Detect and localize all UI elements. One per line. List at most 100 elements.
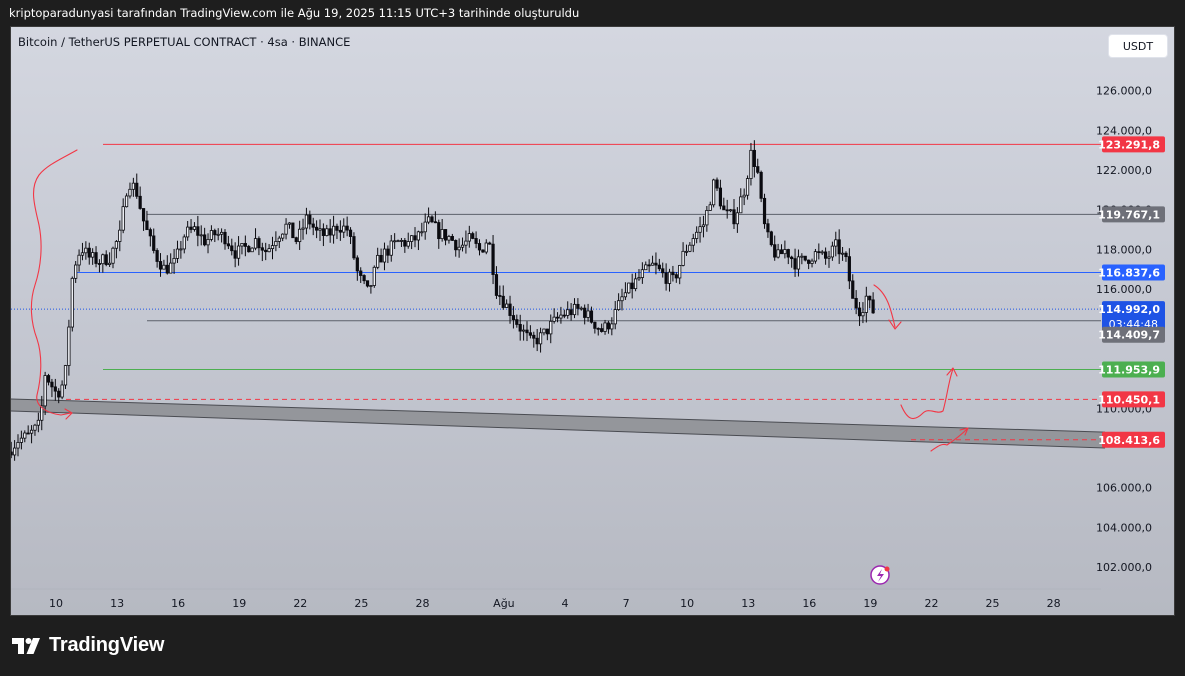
y-tick-label: 124.000,0 xyxy=(1096,124,1152,137)
candle-body xyxy=(538,332,543,345)
price-tag-dashed-red-upper xyxy=(1102,391,1165,408)
candle-body xyxy=(403,240,407,247)
candle-body xyxy=(29,429,34,434)
candle-body xyxy=(36,419,40,426)
candle-body xyxy=(447,236,451,241)
candle-body xyxy=(735,212,739,225)
candle-body xyxy=(837,239,841,255)
candle-body xyxy=(121,206,125,231)
candle-body xyxy=(515,319,519,325)
candle-body xyxy=(827,256,831,259)
candle-body xyxy=(118,229,122,242)
candle-body xyxy=(175,248,180,259)
candle-body xyxy=(311,223,315,228)
candle-body xyxy=(253,238,258,249)
candle-body xyxy=(226,243,230,247)
candle-body xyxy=(630,282,634,290)
symbol-title[interactable]: Bitcoin / TetherUS PERPETUAL CONTRACT · … xyxy=(18,35,351,49)
chart-area[interactable]: 126.000,0124.000,0122.000,0120.000,0118.… xyxy=(10,26,1175,616)
candle-body xyxy=(854,297,858,309)
candle-body xyxy=(549,320,553,335)
candle-body xyxy=(589,310,594,323)
candle-body xyxy=(328,228,332,236)
candle-body xyxy=(728,209,733,212)
candle-body xyxy=(420,231,424,234)
candle-body xyxy=(759,171,763,199)
candle-body xyxy=(525,329,529,334)
candle-body xyxy=(681,250,685,266)
candle-body xyxy=(498,295,502,297)
candle-body xyxy=(620,296,624,302)
candle-body xyxy=(467,233,471,242)
candle-body xyxy=(396,240,400,243)
candle-body xyxy=(440,229,444,240)
candle-body xyxy=(294,237,298,243)
currency-button[interactable]: USDT xyxy=(1108,34,1168,58)
x-tick-label: 22 xyxy=(293,597,307,610)
candle-body xyxy=(708,204,712,211)
candle-body xyxy=(141,208,146,222)
price-tag-current-price xyxy=(1102,301,1165,333)
candle-body xyxy=(559,314,563,319)
candle-body xyxy=(348,229,353,237)
candle-body xyxy=(236,245,241,259)
candle-body xyxy=(732,209,736,225)
candle-body xyxy=(291,222,295,239)
candle-body xyxy=(505,303,509,308)
candle-body xyxy=(749,149,753,179)
candle-body xyxy=(67,326,71,366)
candle-body xyxy=(247,246,251,253)
x-tick-label: 19 xyxy=(863,597,877,610)
candle-body xyxy=(508,303,512,316)
candle-body xyxy=(803,255,807,261)
candle-body xyxy=(108,262,112,265)
candle-body xyxy=(124,195,129,208)
candle-body xyxy=(352,236,356,259)
x-tick-label: 4 xyxy=(562,597,569,610)
y-tick-label: 104.000,0 xyxy=(1096,521,1152,534)
candle-body xyxy=(26,432,30,435)
candle-body xyxy=(779,249,784,255)
candle-body xyxy=(644,264,648,271)
candle-body xyxy=(19,437,23,443)
price-chart[interactable]: 126.000,0124.000,0122.000,0120.000,0118.… xyxy=(11,27,1175,616)
y-tick-label: 106.000,0 xyxy=(1096,482,1152,495)
candle-body xyxy=(783,249,787,255)
candle-body xyxy=(433,221,437,224)
x-tick-label: 10 xyxy=(49,597,63,610)
y-tick-label: 102.000,0 xyxy=(1096,561,1152,574)
candle-body xyxy=(494,274,499,296)
candle-body xyxy=(399,240,404,242)
candle-body xyxy=(796,256,801,270)
tradingview-logo[interactable]: TradingView xyxy=(11,634,164,657)
candle-body xyxy=(267,248,271,253)
candle-body xyxy=(13,447,17,456)
candle-body xyxy=(260,247,264,251)
candle-body xyxy=(678,265,682,279)
candle-body xyxy=(131,182,135,190)
candle-body xyxy=(43,375,47,407)
candle-body xyxy=(389,240,393,256)
candle-body xyxy=(454,240,458,251)
candle-body xyxy=(382,248,387,263)
candle-body xyxy=(807,259,811,264)
candle-body xyxy=(257,238,261,249)
candle-body xyxy=(640,269,644,278)
x-tick-label: 13 xyxy=(741,597,755,610)
candle-body xyxy=(145,220,149,231)
candle-body xyxy=(861,312,865,317)
candle-body xyxy=(192,226,197,230)
candle-body xyxy=(362,275,366,282)
candle-body xyxy=(74,264,78,279)
candle-body xyxy=(637,277,641,280)
candle-body xyxy=(355,257,359,272)
candle-body xyxy=(219,231,224,235)
candle-body xyxy=(315,226,319,231)
candle-body xyxy=(203,234,207,246)
candle-body xyxy=(501,295,505,308)
candle-body xyxy=(196,226,200,236)
candle-body xyxy=(70,277,74,328)
candle-body xyxy=(331,225,336,236)
candle-body xyxy=(851,280,855,299)
candle-body xyxy=(586,310,590,318)
